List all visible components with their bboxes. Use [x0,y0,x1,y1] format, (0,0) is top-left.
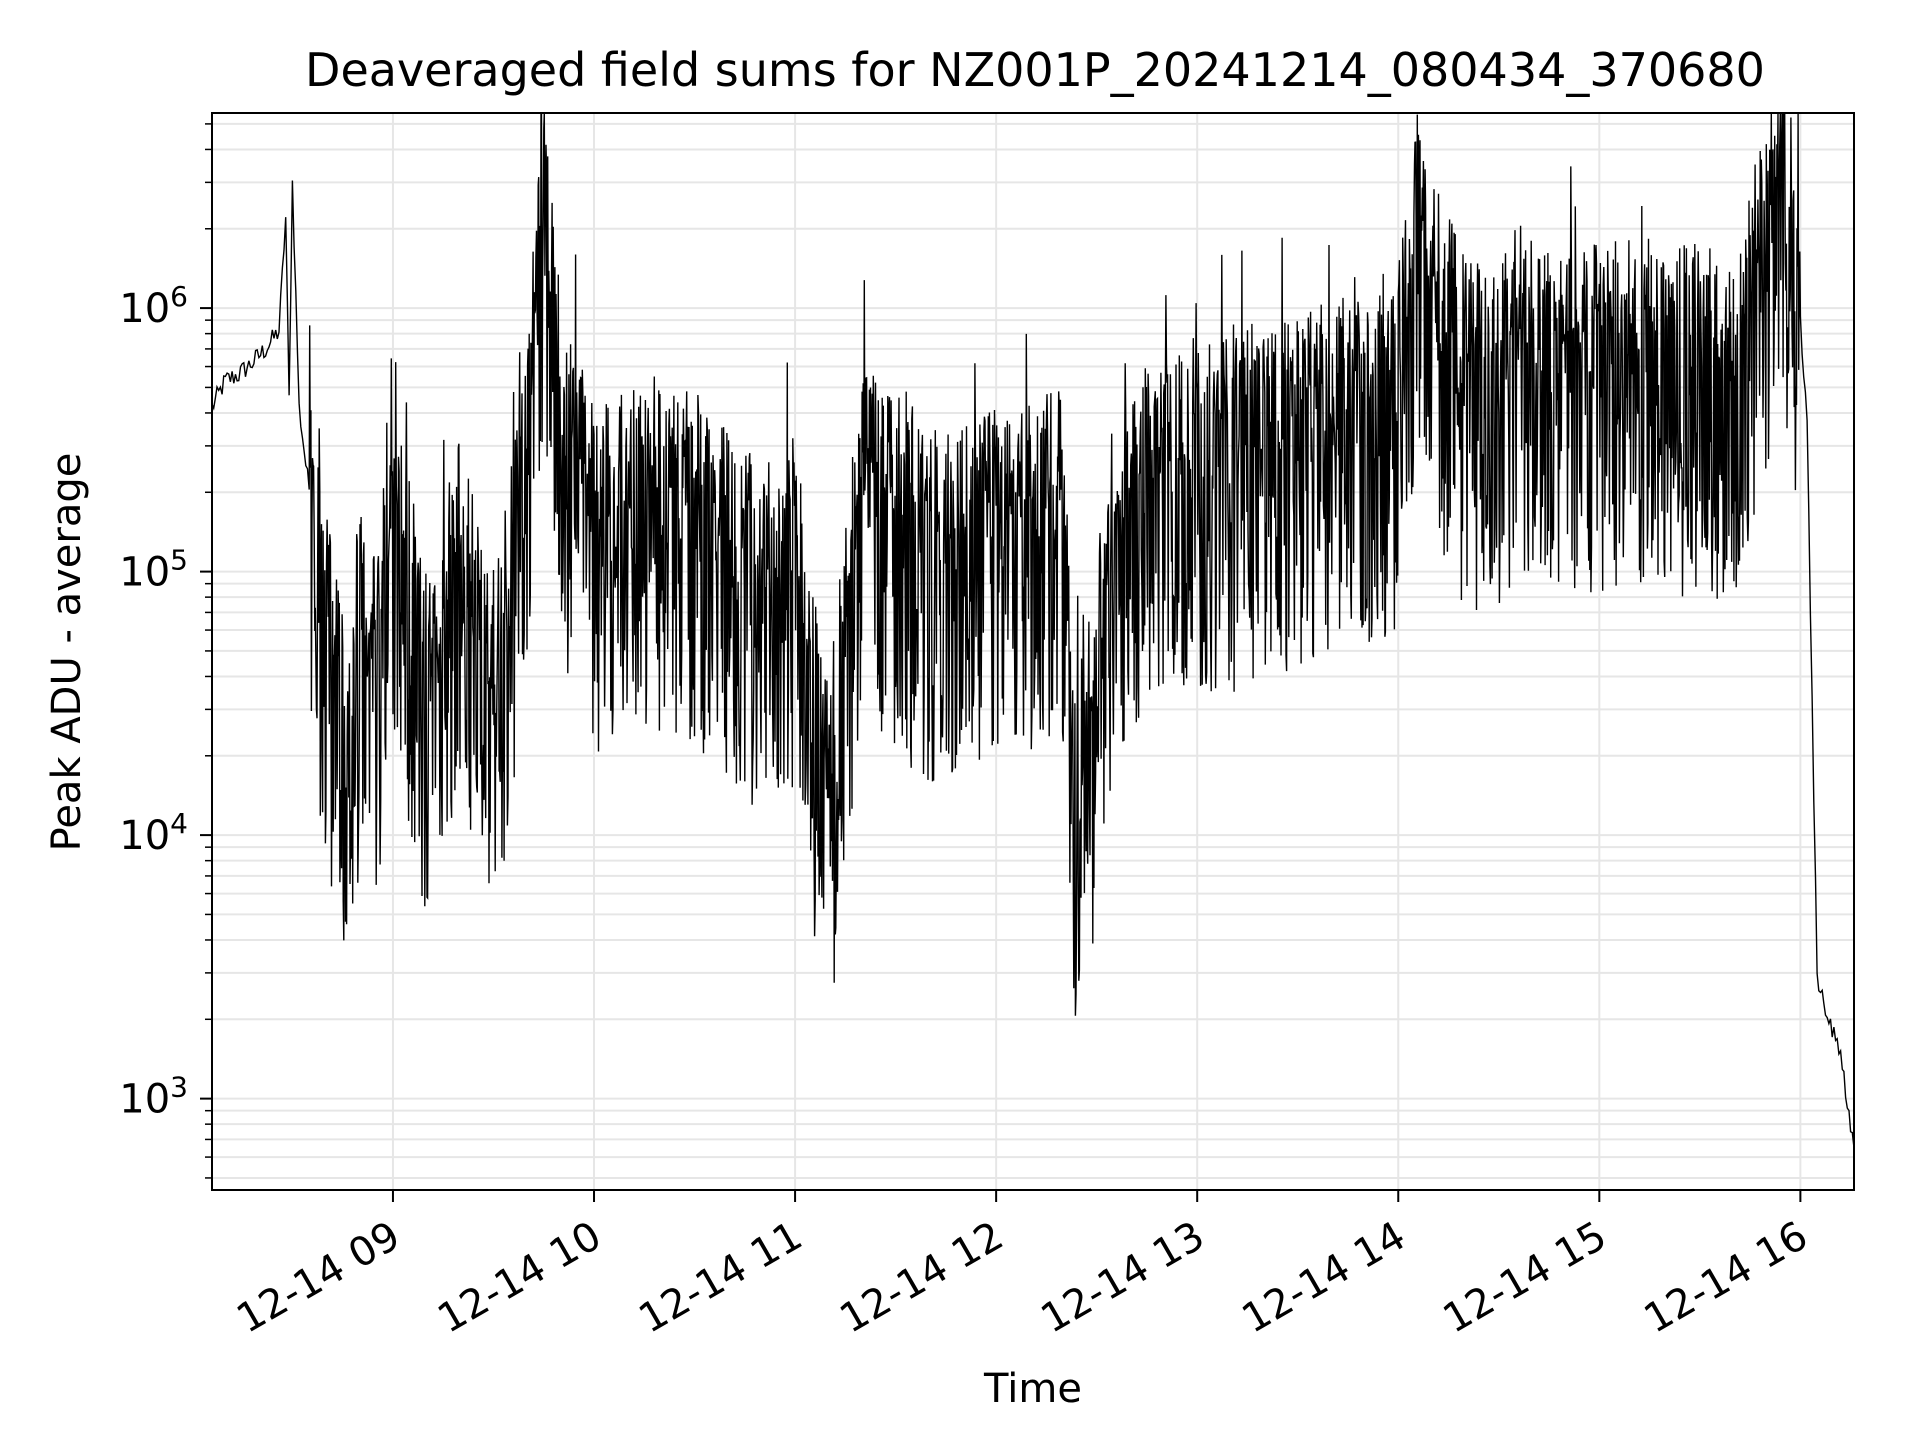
grid [212,113,1854,1190]
y-tick-label: 104 [119,807,188,859]
y-tick-label: 106 [119,280,188,332]
series-layer [211,112,1855,1148]
y-axis-label: Peak ADU - average [44,453,90,852]
y-axis: 103 104 105 106 [119,123,212,1179]
y-tick-label: 103 [119,1071,188,1123]
y-tick-label: 105 [119,544,188,596]
x-axis-label: Time [983,1366,1082,1412]
chart-title: Deaveraged field sums for NZ001P_2024121… [305,43,1765,97]
series-line [211,112,1855,1148]
